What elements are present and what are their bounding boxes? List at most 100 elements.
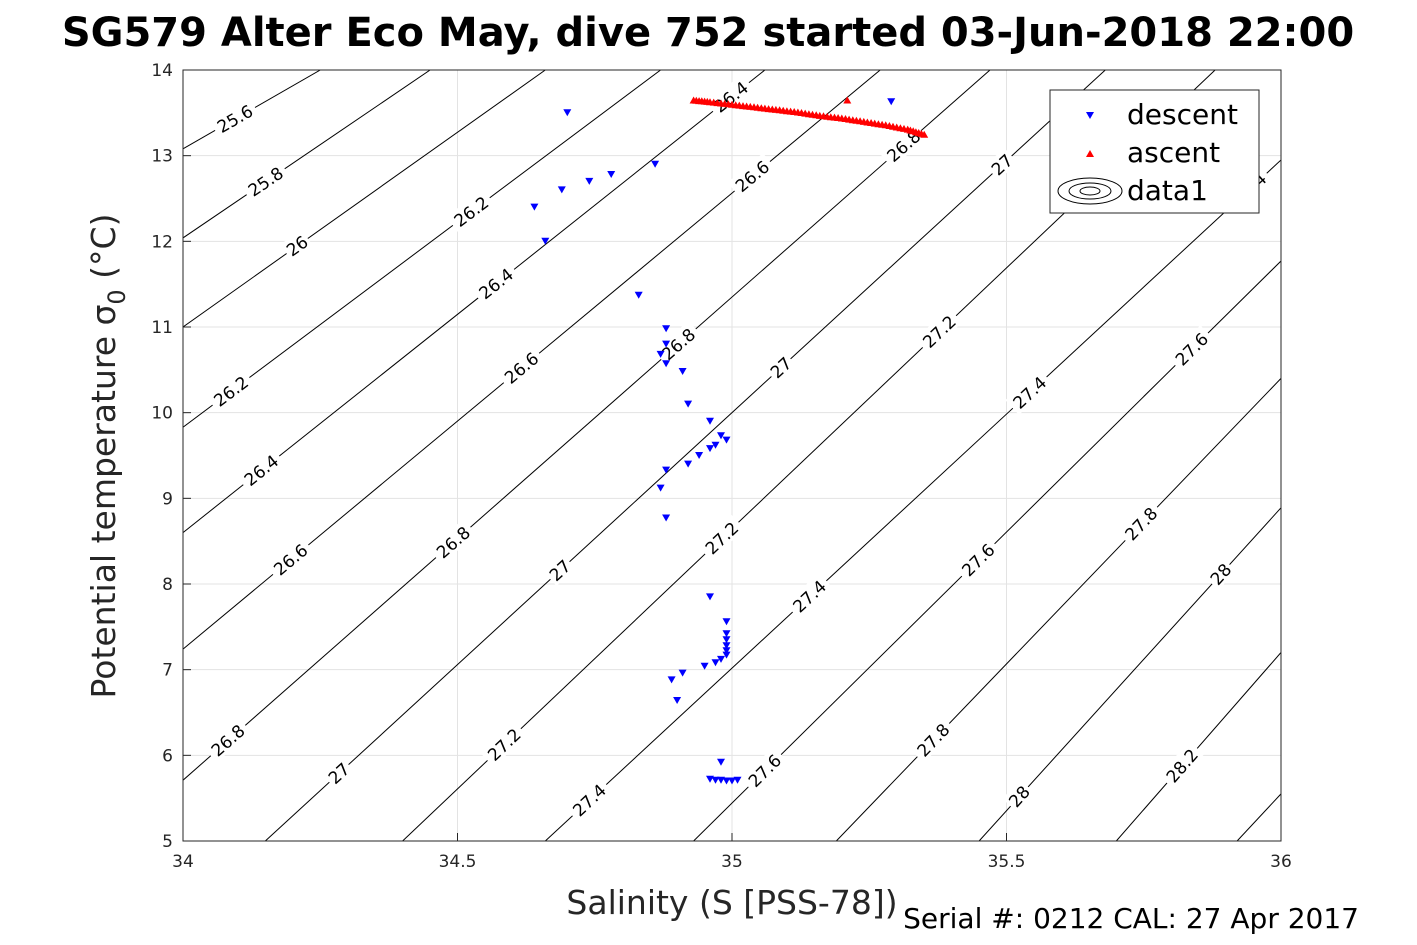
descent-point: [662, 340, 671, 348]
legend-contour-ring-inner: [1079, 186, 1101, 196]
contour-label-bg: [542, 553, 576, 586]
contour-label-bg: [1002, 779, 1035, 813]
contour-label-bg: [236, 447, 285, 492]
contour-label-bg: [471, 260, 520, 306]
isopycnal-26.4: [183, 70, 766, 533]
descent-point: [717, 776, 725, 784]
y-tick-label: 13: [151, 147, 173, 167]
x-tick-label: 35.5: [988, 852, 1026, 872]
contour-label-bg: [1167, 325, 1215, 372]
legend-contour-ring-outer: [1057, 177, 1123, 205]
y-axis-label-unit: (°C): [84, 214, 123, 290]
descent-point: [656, 350, 665, 358]
descent-point: [695, 452, 704, 459]
contour-label-bg: [785, 572, 833, 619]
descent-point: [541, 237, 550, 245]
legend-contour-ring-middle: [1068, 182, 1112, 200]
y-tick-label: 12: [151, 232, 173, 252]
isopycnal-26: [183, 70, 546, 328]
descent-point: [557, 186, 566, 194]
descent-point: [700, 662, 709, 670]
descent-point: [607, 171, 616, 178]
isopycnal-27.8: [835, 378, 1281, 841]
descent-point: [887, 98, 896, 106]
series-descent: [530, 98, 896, 785]
contour-label-bg: [240, 159, 290, 203]
descent-point: [711, 441, 720, 449]
contour-label-bg: [697, 514, 745, 561]
y-tick-label: 6: [162, 746, 173, 766]
contour-label-bg: [706, 74, 755, 119]
contour-label-bg: [1203, 557, 1237, 590]
axis-ticks: 34 34.5 35 35.5 36 5 6 7 8 9 10 11 12 13 14: [151, 61, 1291, 872]
x-axis-label: Salinity (S [PSS-78]): [566, 883, 897, 922]
y-tick-label: 5: [162, 832, 173, 852]
descent-point: [722, 636, 731, 644]
descent-point: [673, 697, 682, 704]
series-ascent: [689, 96, 929, 138]
data-series: [530, 96, 929, 785]
descent-point: [722, 618, 731, 626]
descent-point: [722, 642, 731, 650]
contour-label-bg: [479, 720, 528, 767]
y-axis-label-subscript: 0: [103, 289, 131, 304]
contour-label-bg: [1117, 499, 1164, 547]
ascent-point: [900, 124, 908, 132]
descent-point: [563, 109, 572, 117]
y-axis-label: Potential temperature σ0 (°C): [84, 214, 131, 699]
ascent-point: [856, 117, 865, 125]
descent-point: [722, 651, 731, 659]
ascent-point: [703, 97, 712, 105]
legend: descent ascent data1: [1049, 89, 1260, 214]
y-tick-label: 7: [162, 661, 173, 681]
descent-point: [684, 460, 693, 468]
contour-label-bg: [909, 715, 956, 763]
isopycnal-28.2: [1115, 652, 1281, 841]
serial-calibration-footer: Serial #: 0212 CAL: 27 Apr 2017: [903, 902, 1359, 935]
ascent-point: [834, 114, 843, 121]
contour-label-bg: [280, 229, 314, 261]
descent-point: [585, 177, 594, 185]
descent-point: [711, 659, 720, 667]
descent-point: [678, 368, 687, 375]
contour-label-bg: [915, 307, 963, 354]
contour-label-bg: [954, 536, 1001, 583]
descent-point: [678, 669, 687, 677]
contour-label-bg: [653, 320, 702, 367]
ascent-point: [768, 105, 777, 113]
x-tick-label: 35: [721, 852, 743, 872]
contour-label-bg: [205, 368, 255, 413]
legend-contour-icon: [1057, 177, 1123, 205]
descent-point: [651, 160, 660, 168]
descent-point: [662, 360, 671, 368]
descent-point: [717, 432, 725, 440]
descent-point: [656, 484, 665, 492]
y-tick-label: 8: [162, 575, 173, 595]
descent-point: [667, 676, 676, 684]
x-tick-label: 36: [1270, 852, 1292, 872]
y-tick-label: 10: [151, 404, 173, 424]
descent-point: [728, 777, 736, 785]
contour-label-bg: [203, 717, 252, 763]
ascent-point: [878, 120, 887, 128]
contour-label: 27.4: [565, 776, 613, 823]
y-tick-label: 14: [151, 61, 173, 81]
isopycnal-25.8: [183, 70, 431, 239]
isopycnal-26.2: [183, 70, 661, 428]
descent-point: [706, 593, 714, 601]
descent-point: [722, 630, 731, 638]
contour-label-bg: [496, 344, 545, 390]
isopycnal-27: [264, 70, 1106, 841]
descent-point: [706, 445, 714, 453]
descent-point: [722, 436, 731, 444]
descent-point: [530, 203, 539, 211]
ascent-point: [746, 102, 755, 110]
y-tick-label: 9: [162, 489, 173, 509]
contour-label-bg: [1005, 368, 1053, 415]
contour-label-bg: [1158, 741, 1205, 789]
contour-label-bg: [565, 776, 613, 823]
y-axis-label-main: Potential temperature σ: [84, 305, 123, 699]
legend-ascent-marker: [1086, 150, 1094, 157]
chart-title: SG579 Alter Eco May, dive 752 started 03…: [62, 10, 1354, 56]
